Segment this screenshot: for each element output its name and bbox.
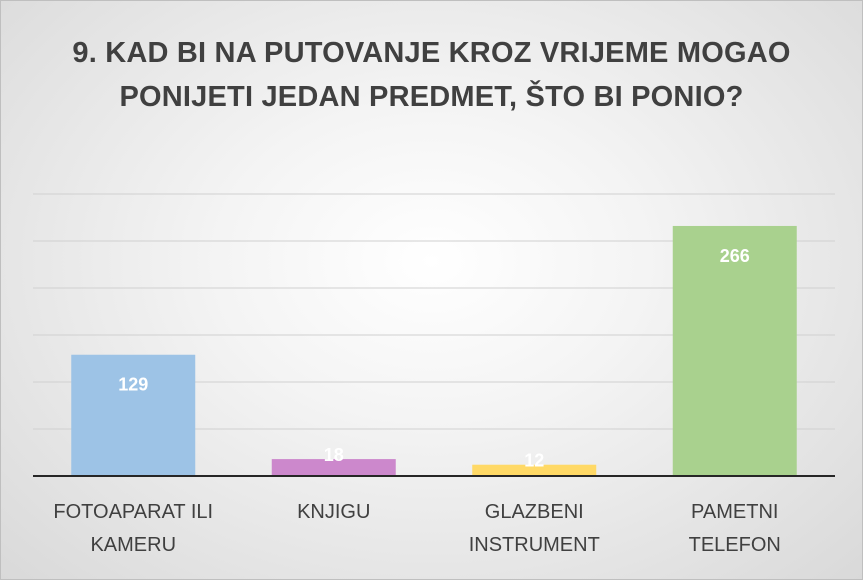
data-label-2: 12	[524, 451, 544, 471]
category-label-pametni: PAMETNI TELEFON	[688, 501, 781, 556]
chart-title: 9. KAD BI NA PUTOVANJE KROZ VRIJEME MOGA…	[72, 37, 791, 113]
bar-3	[672, 225, 797, 476]
bar-0	[71, 354, 196, 476]
category-label-knjigu: KNJIGU	[297, 501, 371, 523]
data-label-3: 266	[720, 246, 750, 266]
data-label-0: 129	[118, 375, 148, 395]
bar-2	[472, 464, 597, 476]
bar-1	[271, 459, 396, 476]
category-label-glazbeni: GLAZBENI INSTRUMENT	[468, 501, 600, 556]
category-label-fotoaparat: FOTOAPARAT ILI KAMERU	[53, 501, 214, 556]
data-label-1: 18	[324, 445, 344, 465]
